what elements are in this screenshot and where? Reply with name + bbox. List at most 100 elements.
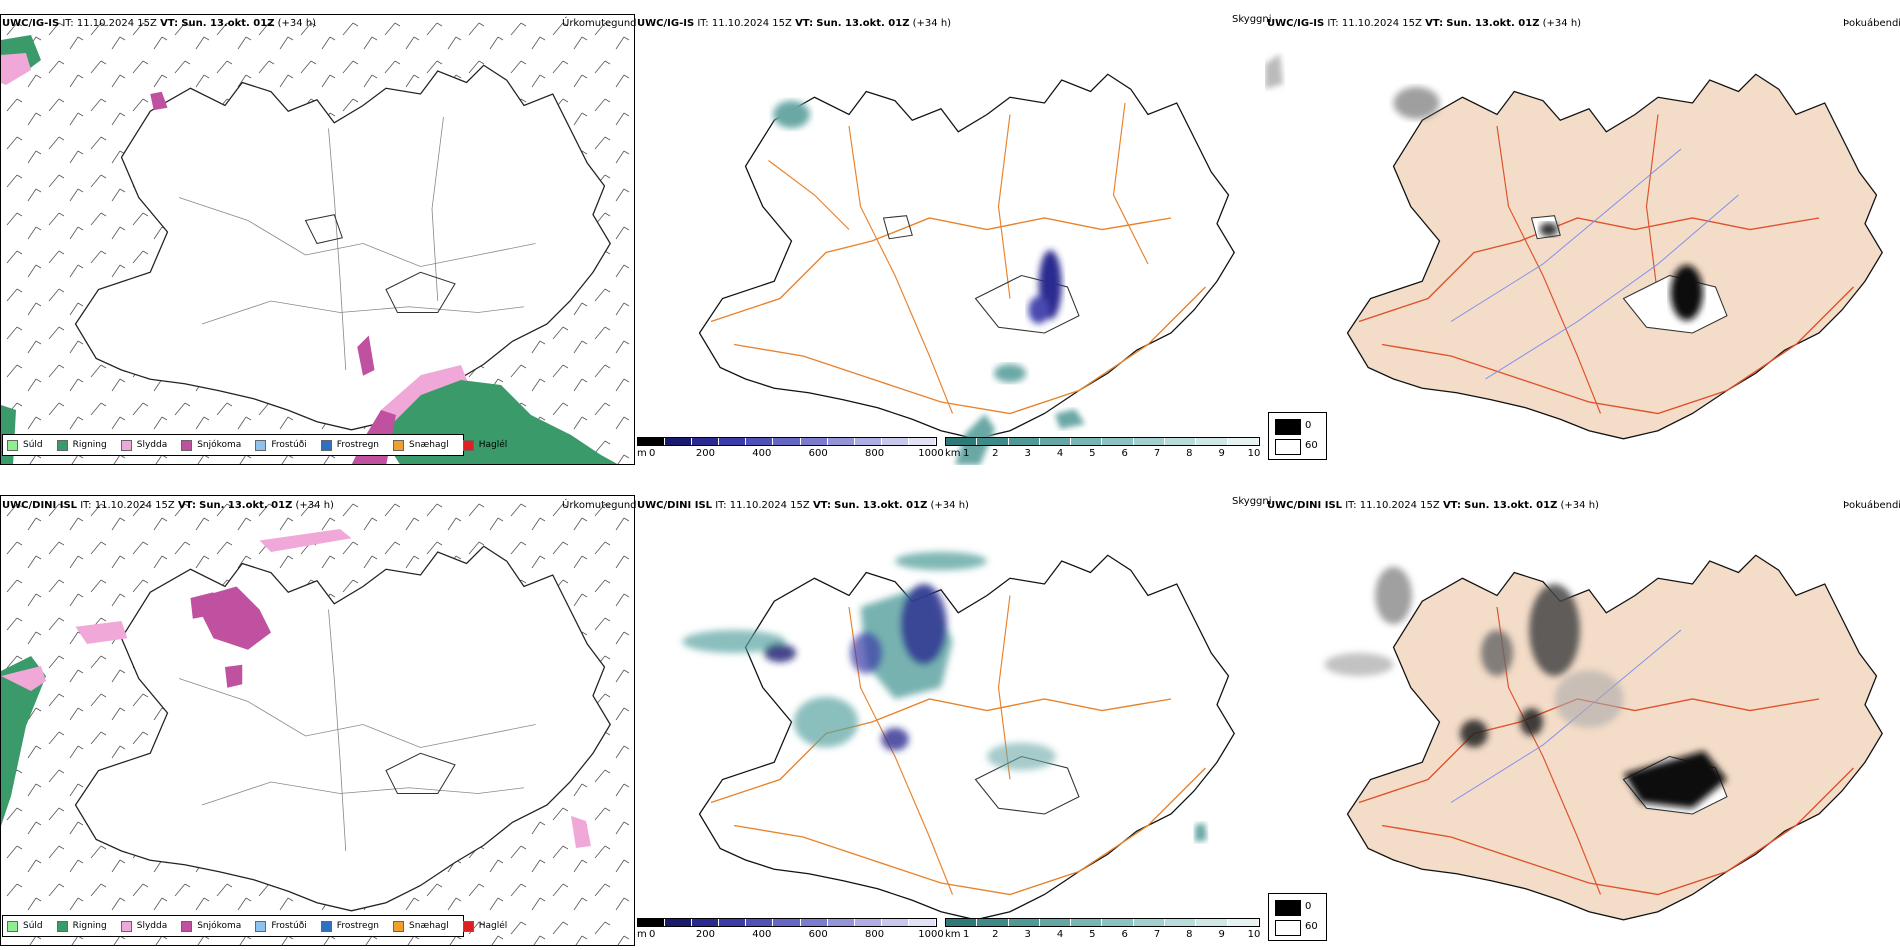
legend-swatch: [393, 439, 405, 451]
colorbar-tick-label: 1: [963, 929, 970, 940]
colorbar-unit: km: [945, 448, 961, 459]
fog-panel-top: [1265, 14, 1900, 465]
header-bottom-fog: UWC/DINI ISL IT: 11.10.2024 15Z VT: Sun.…: [1267, 500, 1599, 511]
colorbar-tick-label: 7: [1153, 929, 1161, 940]
colorbar-tick-label: 800: [865, 448, 885, 459]
legend-label: Snæhagl: [409, 440, 449, 450]
legend-label: Rigning: [72, 921, 107, 931]
colorbar-tick-label: 4: [1056, 929, 1064, 940]
fog-legend-top: 0 60: [1268, 412, 1327, 460]
vis-colorbar-top: km 1 2 3 4 5 6 7 8 9 10: [945, 437, 1265, 463]
colorbar-tick-label: 5: [1089, 929, 1096, 940]
fog-legend-swatch: [1275, 439, 1301, 455]
legend-item: Frostregn: [320, 439, 380, 451]
header-top-precip: UWC/IG-IS IT: 11.10.2024 15Z VT: Sun. 13…: [2, 18, 317, 29]
legend-label: Súld: [23, 921, 43, 931]
legend-swatch: [320, 920, 332, 932]
colorbar-tick-label: 200: [695, 448, 715, 459]
colorbar-tick-label: 10: [1247, 448, 1261, 459]
colorbar-strip: [637, 437, 937, 446]
header-top-fog: UWC/IG-IS IT: 11.10.2024 15Z VT: Sun. 13…: [1267, 18, 1582, 29]
legend-swatch: [56, 439, 68, 451]
legend-swatch: [120, 920, 132, 932]
colorbar-tick-label: 4: [1056, 448, 1064, 459]
colorbar-tick-label: 400: [752, 929, 772, 940]
legend-item: Slydda: [120, 439, 167, 451]
legend-label: Snjókoma: [197, 921, 242, 931]
colorbar-tick-label: 10: [1247, 929, 1261, 940]
colorbar-tick-label: 9: [1218, 448, 1225, 459]
legend-label: Haglél: [478, 440, 508, 450]
precip-panel-top: [0, 14, 635, 465]
colorbar-tick-label: 2: [992, 448, 999, 459]
legend-label: Snjókoma: [197, 440, 242, 450]
snow-patch: [150, 91, 168, 111]
legend-item: Snjókoma: [181, 439, 242, 451]
colorbar-tick-label: 0: [649, 929, 656, 940]
legend-item: Rigning: [56, 439, 107, 451]
precip-map-top: [1, 15, 634, 464]
precip-legend-top: Súld Rigning Slydda Snjókoma Frostúði Frostre…: [2, 434, 507, 456]
precip-panel-bottom: [0, 495, 635, 946]
colorbar-tick-label: 400: [752, 448, 772, 459]
legend-label: Frostregn: [336, 440, 380, 450]
vis-map-bottom: [682, 551, 1235, 921]
legend-item: Snæhagl: [393, 920, 449, 932]
legend-item: Súld: [7, 920, 43, 932]
legend-swatch: [181, 920, 193, 932]
colorbar-tick-label: 6: [1121, 929, 1128, 940]
colorbar-tick-label: 7: [1153, 448, 1161, 459]
fog-legend-swatch: [1275, 419, 1301, 435]
title-fog-bottom: Þokuábendi: [1843, 500, 1900, 511]
legend-label: Frostregn: [336, 921, 380, 931]
title-vis-bottom: Skyggni: [1232, 496, 1272, 507]
colorbar-tick-label: 8: [1186, 929, 1193, 940]
colorbar-tick-label: 2: [992, 929, 999, 940]
legend-swatch: [120, 439, 132, 451]
legend-swatch: [255, 439, 267, 451]
colorbar-tick-label: 800: [865, 929, 885, 940]
legend-swatch: [393, 920, 405, 932]
legend-swatch: [181, 439, 193, 451]
legend-item: Súld: [7, 439, 43, 451]
fog-map-top: [1265, 54, 1883, 440]
ceiling-colorbar-bottom: m 0 200 400 600 800 1000: [637, 918, 944, 944]
colorbar-unit: m: [637, 929, 647, 940]
legend-item: Slydda: [120, 920, 168, 932]
vis-panel-top: [635, 14, 1265, 465]
colorbar-unit: km: [945, 929, 961, 940]
fog-panel-bottom: [1265, 495, 1900, 946]
colorbar-tick-label: 3: [1024, 929, 1031, 940]
fog-legend-swatch: [1275, 920, 1301, 936]
legend-item: Frostregn: [320, 920, 380, 932]
title-precip-top: Úrkomutegund: [562, 18, 637, 29]
colorbar-tick-label: 1000: [918, 929, 944, 940]
legend-item: Frostúði: [255, 920, 307, 932]
legend-label: Slydda: [136, 921, 168, 931]
fog-legend-swatch: [1275, 900, 1301, 916]
legend-label: Súld: [23, 440, 43, 450]
fog-map-bottom: [1324, 554, 1883, 921]
legend-label: Snæhagl: [409, 921, 449, 931]
title-fog-top: Þokuábendi: [1843, 18, 1900, 29]
legend-item: Snjókoma: [181, 920, 242, 932]
legend-swatch: [56, 920, 68, 932]
colorbar-tick-label: 200: [695, 929, 715, 940]
colorbar-strip: [945, 918, 1260, 927]
legend-item: Frostúði: [255, 439, 307, 451]
title-vis-top: Skyggni: [1232, 14, 1272, 25]
fog-legend-value: 0: [1305, 901, 1312, 912]
legend-label: Rigning: [72, 440, 107, 450]
title-precip-bottom: Úrkomutegund: [562, 500, 637, 511]
legend-label: Frostúði: [271, 440, 307, 450]
legend-swatch: [462, 439, 474, 451]
fog-legend-value: 60: [1305, 440, 1318, 451]
fog-legend-value: 0: [1305, 420, 1312, 431]
colorbar-tick-label: 8: [1186, 448, 1193, 459]
precip-legend-bottom: Súld Rigning Slydda Snjókoma Frostúði Frostre…: [2, 915, 507, 937]
legend-swatch: [7, 920, 18, 932]
colorbar-tick-label: 5: [1089, 448, 1096, 459]
colorbar-tick-label: 600: [808, 448, 828, 459]
colorbar-strip: [945, 437, 1260, 446]
legend-swatch: [462, 920, 474, 932]
